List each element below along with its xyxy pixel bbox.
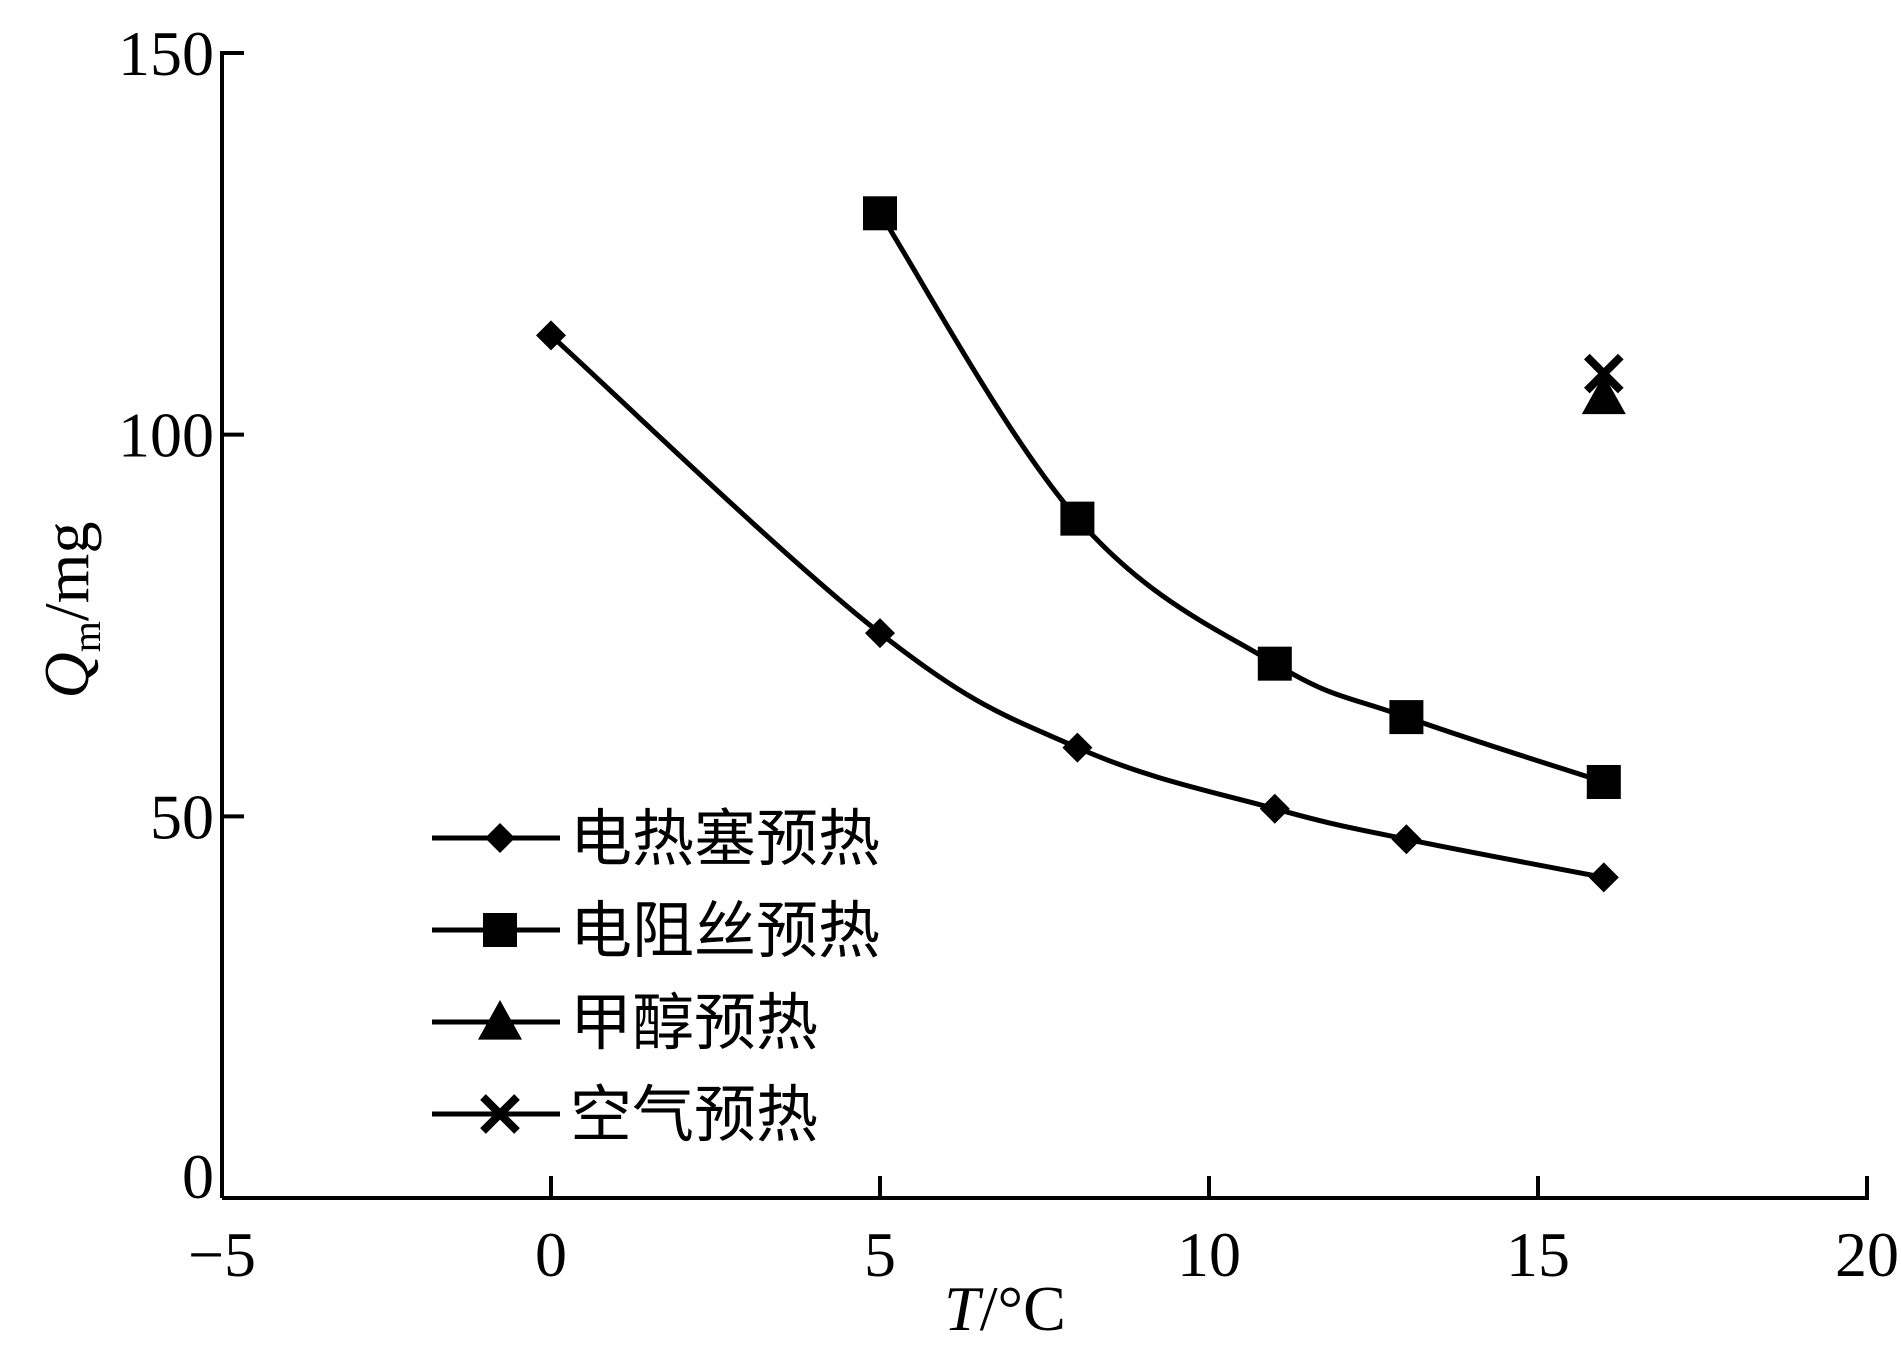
x-tick-label: 0	[535, 1219, 567, 1290]
series-line	[877, 211, 1605, 785]
legend-label: 电阻丝预热	[570, 894, 880, 967]
axis-titles: T/°C Qm/mg	[31, 522, 1066, 1344]
x-tick-label: 20	[1835, 1219, 1899, 1290]
legend-entry: 电热塞预热	[432, 802, 880, 875]
square-marker	[863, 196, 897, 231]
diamond-marker	[485, 823, 515, 853]
cross-marker	[480, 1094, 520, 1134]
legend-entry: 甲醇预热	[432, 986, 818, 1059]
square-marker	[1060, 501, 1095, 536]
y-axis-unit: /mg	[31, 522, 102, 622]
series-diamond	[536, 320, 1619, 893]
diamond-marker	[536, 320, 566, 351]
legend-label: 甲醇预热	[570, 986, 818, 1059]
legend-label: 电热塞预热	[570, 802, 880, 875]
x-tick-label: −5	[188, 1219, 256, 1290]
legend-entry: 空气预热	[432, 1078, 818, 1151]
legend-label: 空气预热	[570, 1078, 818, 1151]
cross-stroke	[1583, 353, 1624, 394]
y-axis-title: Qm/mg	[31, 522, 109, 699]
legend-entry: 电阻丝预热	[432, 894, 880, 967]
diamond-marker	[1391, 824, 1422, 855]
diamond-marker	[1259, 793, 1290, 824]
y-axis-variable: Q	[31, 652, 102, 698]
triangle-marker	[1581, 374, 1626, 415]
diamond-marker	[1588, 862, 1619, 893]
y-tick-label: 100	[118, 400, 214, 471]
square-marker	[1389, 700, 1424, 735]
cross-stroke	[480, 1094, 520, 1134]
triangle-marker	[478, 1000, 522, 1040]
x-tick-label: 5	[864, 1219, 896, 1290]
series-triangle	[1581, 374, 1626, 415]
y-tick-label: 0	[182, 1141, 214, 1212]
series-line	[549, 333, 1605, 880]
series-cross	[1583, 353, 1624, 394]
x-axis-title: T/°C	[944, 1273, 1066, 1344]
x-axis-unit: /°C	[980, 1273, 1066, 1344]
series-square	[863, 196, 1621, 799]
square-marker	[483, 913, 517, 947]
x-axis-variable: T	[944, 1273, 984, 1344]
y-tick-label: 50	[150, 781, 214, 852]
series-layer	[536, 196, 1626, 893]
cross-marker	[1583, 353, 1624, 394]
diamond-marker	[865, 618, 895, 649]
x-tick-label: 10	[1177, 1219, 1241, 1290]
x-tick-label: 15	[1506, 1219, 1570, 1290]
y-axis-subscript: m	[64, 621, 109, 652]
square-marker	[1257, 646, 1292, 681]
square-marker	[1586, 764, 1621, 799]
y-tick-label: 150	[118, 18, 214, 89]
diamond-marker	[1062, 732, 1093, 763]
